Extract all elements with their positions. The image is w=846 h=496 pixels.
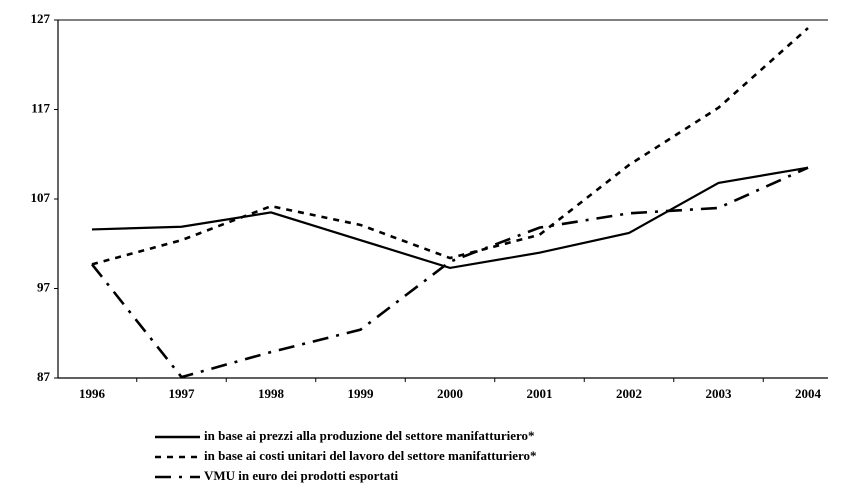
series-line bbox=[90, 166, 809, 379]
y-tick-label: 97 bbox=[37, 279, 51, 294]
x-tick-label: 2002 bbox=[616, 386, 642, 401]
y-tick-label: 117 bbox=[31, 100, 50, 115]
x-tick-label: 1998 bbox=[258, 386, 285, 401]
legend-label: VMU in euro dei prodotti esportati bbox=[204, 468, 399, 483]
x-tick-label: 2003 bbox=[706, 386, 733, 401]
legend-label: in base ai costi unitari del lavoro del … bbox=[204, 448, 537, 463]
series-line bbox=[91, 166, 809, 270]
y-tick-label: 107 bbox=[31, 190, 51, 205]
y-tick-label: 127 bbox=[31, 11, 51, 26]
series-line bbox=[91, 27, 809, 266]
x-tick-label: 2004 bbox=[795, 386, 822, 401]
x-tick-label: 1997 bbox=[169, 386, 196, 401]
x-tick-label: 2000 bbox=[437, 386, 463, 401]
y-tick-label: 87 bbox=[37, 369, 51, 384]
x-tick-label: 1999 bbox=[348, 386, 375, 401]
x-tick-label: 2001 bbox=[527, 386, 553, 401]
legend-label: in base ai prezzi alla produzione del se… bbox=[204, 428, 535, 443]
x-tick-label: 1996 bbox=[79, 386, 106, 401]
